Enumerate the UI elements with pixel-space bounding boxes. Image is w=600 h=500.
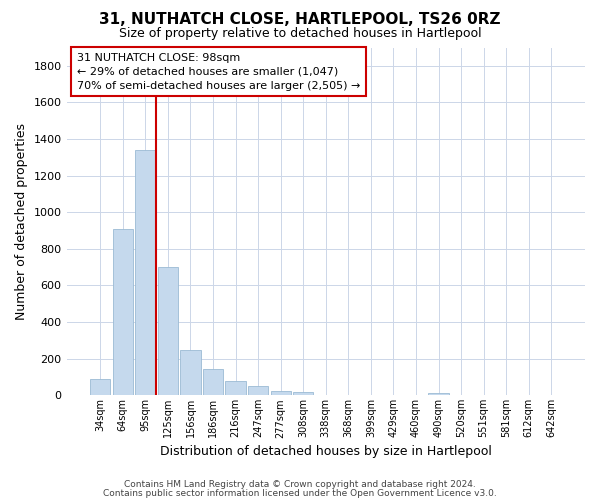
Bar xyxy=(113,228,133,396)
Bar xyxy=(248,386,268,396)
Text: 31, NUTHATCH CLOSE, HARTLEPOOL, TS26 0RZ: 31, NUTHATCH CLOSE, HARTLEPOOL, TS26 0RZ xyxy=(99,12,501,28)
Text: Contains HM Land Registry data © Crown copyright and database right 2024.: Contains HM Land Registry data © Crown c… xyxy=(124,480,476,489)
Bar xyxy=(135,150,155,396)
Text: Contains public sector information licensed under the Open Government Licence v3: Contains public sector information licen… xyxy=(103,488,497,498)
Text: Size of property relative to detached houses in Hartlepool: Size of property relative to detached ho… xyxy=(119,28,481,40)
Bar xyxy=(203,368,223,396)
Bar xyxy=(271,390,291,396)
Y-axis label: Number of detached properties: Number of detached properties xyxy=(15,123,28,320)
Bar xyxy=(90,379,110,396)
Text: 31 NUTHATCH CLOSE: 98sqm
← 29% of detached houses are smaller (1,047)
70% of sem: 31 NUTHATCH CLOSE: 98sqm ← 29% of detach… xyxy=(77,52,360,90)
X-axis label: Distribution of detached houses by size in Hartlepool: Distribution of detached houses by size … xyxy=(160,444,492,458)
Bar xyxy=(181,350,200,396)
Bar xyxy=(428,392,449,396)
Bar xyxy=(158,267,178,396)
Bar xyxy=(293,392,313,396)
Bar xyxy=(226,380,246,396)
